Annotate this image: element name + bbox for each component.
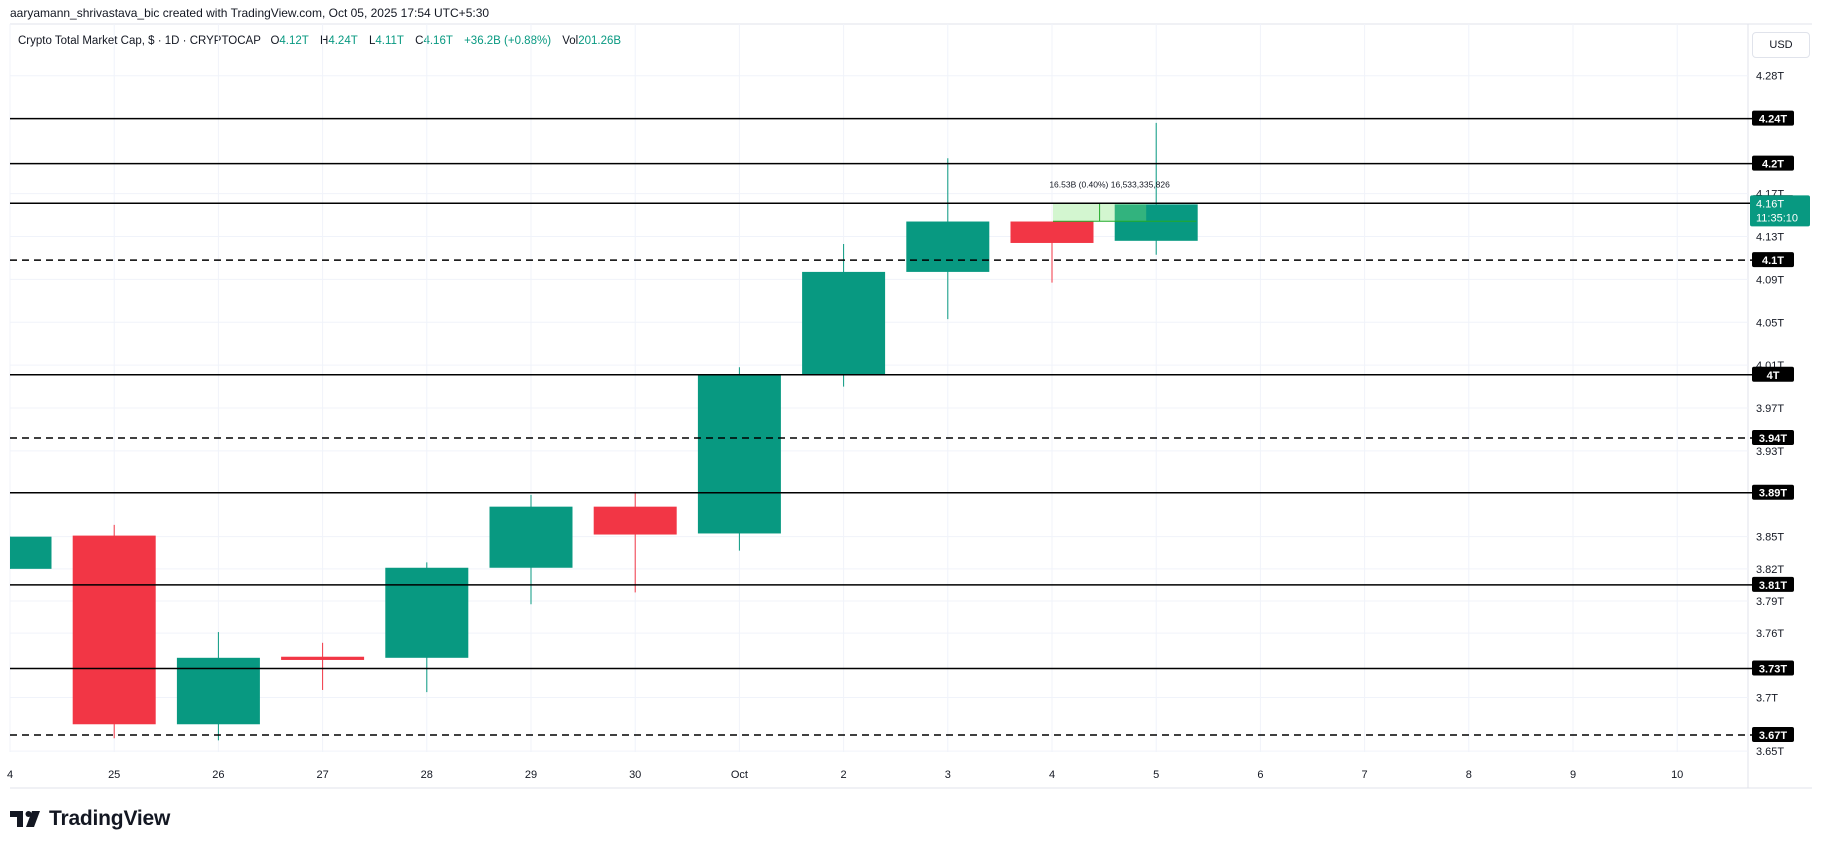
y-tick-label: 3.93T (1756, 446, 1784, 458)
level-label: 4.24T (1759, 114, 1787, 126)
brand-name: TradingView (49, 807, 171, 830)
open-label: O (270, 35, 280, 47)
tradingview-logo-icon (10, 811, 40, 827)
y-tick-label: 3.76T (1756, 628, 1784, 640)
x-tick-label: 27 (316, 769, 328, 781)
level-label-box (1752, 726, 1794, 742)
y-tick-label: 3.7T (1756, 692, 1778, 704)
level-label-box (1752, 484, 1794, 500)
x-tick-label: 7 (1362, 769, 1368, 781)
candle-body (176, 657, 260, 725)
close-value: 4.16T (423, 35, 453, 47)
x-tick-label: 10 (1671, 769, 1683, 781)
candle-body (1114, 204, 1198, 241)
currency-button[interactable]: USD (1752, 32, 1810, 58)
candle-body (385, 567, 469, 658)
x-tick-label: 4 (7, 769, 13, 781)
y-tick-label: 4.09T (1756, 274, 1784, 286)
measure-label: 16.53B (0.40%) 16,533,335,826 (1049, 179, 1170, 189)
x-tick-label: 4 (1049, 769, 1055, 781)
price-chart[interactable]: 4.28T4.17T4.13T4.09T4.05T4.01T3.97T3.93T… (0, 0, 1825, 800)
open-value: 4.12T (279, 35, 309, 47)
y-tick-label: 4.05T (1756, 317, 1784, 329)
y-tick-label: 3.79T (1756, 596, 1784, 608)
y-tick-label: 4.28T (1756, 71, 1784, 83)
candle-body (593, 506, 677, 535)
chart-credit: aaryamann_shrivastava_bic created with T… (10, 6, 490, 20)
x-tick-label: 26 (212, 769, 224, 781)
level-label: 4.2T (1762, 159, 1784, 171)
x-tick-label: 30 (629, 769, 641, 781)
candle-body (802, 271, 886, 375)
x-tick-label: 2 (841, 769, 847, 781)
level-label: 3.81T (1759, 580, 1787, 592)
low-label: L (368, 35, 376, 47)
candle-countdown: 11:35:10 (1756, 212, 1798, 224)
level-label-box (1752, 366, 1794, 382)
x-tick-label: Oct (731, 769, 748, 781)
level-label: 4.1T (1762, 255, 1784, 267)
low-value: 4.11T (375, 35, 404, 47)
candle-body (906, 221, 990, 272)
current-price-label: 4.16T (1756, 198, 1784, 210)
y-tick-label: 3.97T (1756, 403, 1784, 415)
y-tick-label: 3.82T (1756, 564, 1784, 576)
x-tick-label: 5 (1153, 769, 1159, 781)
x-tick-label: 6 (1257, 769, 1263, 781)
x-tick-label: 9 (1570, 769, 1576, 781)
candle-body (281, 656, 365, 660)
x-tick-label: 25 (108, 769, 120, 781)
candle-body (1010, 221, 1094, 243)
level-label-box (1752, 576, 1794, 592)
candles-group (10, 122, 1198, 741)
current-price-badge (1750, 195, 1810, 227)
candle-body (697, 374, 781, 534)
x-tick-label: 28 (421, 769, 433, 781)
y-tick-label: 3.65T (1756, 746, 1784, 758)
candle-body (10, 536, 52, 569)
change-value: +36.2B (+0.88%) (464, 35, 552, 47)
level-label: 4T (1767, 370, 1780, 382)
y-tick-label: 4.13T (1756, 232, 1784, 244)
symbol-legend: Crypto Total Market Cap, $ · 1D · CRYPTO… (18, 35, 629, 47)
high-label: H (320, 35, 329, 47)
y-tick-label: 3.85T (1756, 532, 1784, 544)
level-label-box (1752, 110, 1794, 126)
level-label-box (1752, 252, 1794, 268)
level-label: 3.73T (1759, 664, 1787, 676)
level-label: 3.67T (1759, 730, 1787, 742)
x-tick-label: 29 (525, 769, 537, 781)
close-label: C (415, 35, 424, 47)
tradingview-logo[interactable]: TradingView (10, 806, 170, 832)
high-value: 4.24T (328, 35, 358, 47)
level-label-box (1752, 155, 1794, 171)
candle-body (489, 506, 573, 568)
vol-value: 201.26B (578, 35, 622, 47)
symbol-title: Crypto Total Market Cap, $ · 1D · CRYPTO… (18, 35, 261, 47)
level-label-box (1752, 660, 1794, 676)
x-tick-label: 3 (945, 769, 951, 781)
level-label: 3.94T (1759, 433, 1787, 445)
level-label-box (1752, 430, 1794, 446)
x-tick-label: 8 (1466, 769, 1472, 781)
vol-label: Vol (562, 35, 579, 47)
level-label: 3.89T (1759, 488, 1787, 500)
candle-body (72, 535, 156, 725)
